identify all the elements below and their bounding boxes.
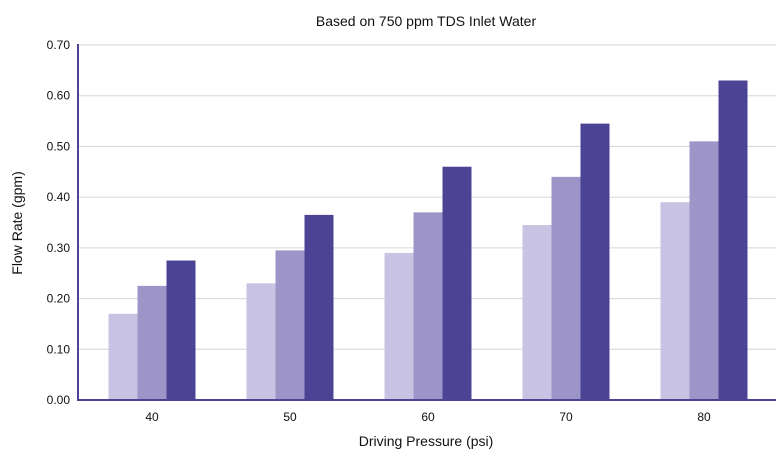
bar xyxy=(689,141,719,400)
bar xyxy=(166,260,196,400)
axes xyxy=(77,44,776,401)
x-tick-label: 70 xyxy=(559,410,573,424)
y-tick-labels: 0.00 0.10 0.20 0.30 0.40 0.50 0.60 0.70 xyxy=(47,38,71,407)
y-axis-label: Flow Rate (gpm) xyxy=(9,171,25,274)
y-tick-label: 0.30 xyxy=(47,241,71,255)
x-tick-labels: 40 50 60 70 80 xyxy=(145,410,711,424)
y-tick-label: 0.60 xyxy=(47,89,71,103)
bar xyxy=(108,313,138,400)
bar xyxy=(304,214,334,400)
bar xyxy=(275,250,305,400)
bar xyxy=(522,225,552,400)
y-tick-label: 0.10 xyxy=(47,342,71,356)
x-tick-label: 40 xyxy=(145,410,159,424)
x-axis-label: Driving Pressure (psi) xyxy=(359,433,494,449)
bar xyxy=(718,80,748,400)
x-tick-label: 60 xyxy=(421,410,435,424)
bar xyxy=(246,283,276,400)
x-tick-label: 80 xyxy=(697,410,711,424)
bar xyxy=(413,212,443,400)
bar xyxy=(660,202,690,400)
bars-group xyxy=(108,80,748,400)
bar xyxy=(442,166,472,400)
y-tick-label: 0.40 xyxy=(47,190,71,204)
bar xyxy=(137,285,167,400)
y-tick-label: 0.20 xyxy=(47,292,71,306)
y-tick-label: 0.00 xyxy=(47,393,71,407)
bar xyxy=(551,176,581,400)
bar xyxy=(384,252,414,400)
y-tick-label: 0.50 xyxy=(47,139,71,153)
bar xyxy=(580,123,610,400)
chart-title: Based on 750 ppm TDS Inlet Water xyxy=(316,13,537,29)
x-tick-label: 50 xyxy=(283,410,297,424)
y-tick-label: 0.70 xyxy=(47,38,71,52)
